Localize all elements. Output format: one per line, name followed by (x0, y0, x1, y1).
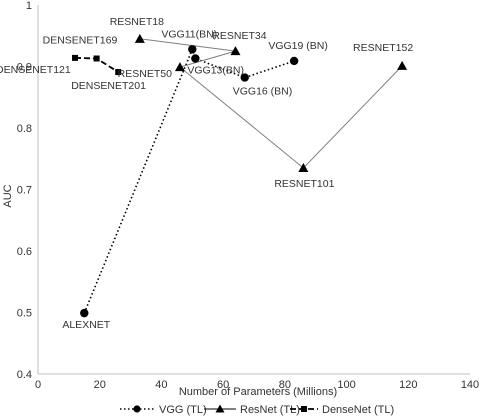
resnet101-label: RESNET101 (274, 178, 334, 190)
y-tick-labels: 0.4 0.5 0.6 0.7 0.8 0.9 1 (17, 0, 32, 381)
alexnet-marker (80, 308, 89, 318)
x-tick-label: 140 (461, 379, 479, 391)
resnet18-label: RESNET18 (110, 16, 164, 28)
y-tick-label: 0.6 (17, 246, 32, 258)
resnet152-label: RESNET152 (353, 42, 413, 54)
legend-densenet-label: DenseNet (TL) (322, 404, 394, 416)
densenet121-marker (72, 54, 79, 61)
y-tick-label: 0.8 (17, 123, 32, 135)
resnet101-marker (298, 162, 309, 172)
resnet50-marker (174, 62, 185, 72)
densenet201-marker (115, 69, 122, 76)
series-markers (72, 33, 408, 318)
vgg-tl-line (83, 47, 295, 314)
resnet-tl-line (139, 38, 403, 169)
x-tick-label: 40 (155, 379, 167, 391)
densenet169-marker (93, 55, 100, 62)
legend-resnet-triangle-icon (215, 404, 225, 413)
legend-vgg-label: VGG (TL) (159, 404, 207, 416)
y-tick-label: 1 (26, 0, 32, 12)
x-tick-label: 120 (399, 379, 417, 391)
y-tick-label: 0.4 (17, 369, 32, 381)
legend-resnet-label: ResNet (TL) (240, 404, 300, 416)
resnet50-label: RESNET50 (118, 68, 172, 80)
resnet34-label: RESNET34 (212, 30, 266, 42)
resnet18-marker (134, 33, 145, 43)
y-tick-label: 0.5 (17, 308, 32, 320)
vgg11-bn-label: VGG11(BN) (161, 28, 217, 40)
y-tick-label: 0.7 (17, 185, 32, 197)
vgg16-bn-marker (240, 73, 249, 82)
x-tick-labels: 0 20 40 60 80 100 120 140 (35, 379, 479, 391)
legend-vgg-circle-icon (133, 405, 141, 413)
resnet152-marker (397, 60, 408, 70)
axes (37, 5, 470, 375)
y-tick-label: 0.9 (17, 62, 32, 74)
densenet121-label: DENSENET121 (0, 64, 71, 76)
vgg13-bn-label: VGG13(BN) (187, 65, 244, 77)
legend-item-resnet: ResNet (TL) (204, 404, 300, 416)
vgg19-bn-marker (289, 56, 299, 66)
vgg19-bn-label: VGG19 (BN) (268, 40, 328, 52)
x-tick-label: 0 (35, 379, 41, 391)
legend-item-densenet: DenseNet (TL) (290, 404, 394, 416)
legend-item-vgg: VGG (TL) (120, 404, 207, 416)
x-tick-label: 100 (337, 379, 355, 391)
vgg13-bn-marker (191, 54, 200, 63)
point-labels: ALEXNET VGG11(BN) VGG13(BN) VGG16 (BN) VGG19… (0, 16, 413, 331)
y-axis-title: AUC (2, 184, 14, 207)
legend-densenet-square-icon (301, 406, 307, 412)
vgg16-bn-label: VGG16 (BN) (233, 86, 293, 98)
resnet34-marker (230, 46, 241, 56)
x-tick-label: 20 (94, 379, 106, 391)
alexnet-label: ALEXNET (62, 319, 110, 331)
densenet169-label: DENSENET169 (43, 35, 118, 47)
x-tick-label: 60 (217, 379, 229, 391)
legend: VGG (TL) ResNet (TL) DenseNet (TL) (120, 404, 394, 416)
densenet201-label: DENSENET201 (71, 80, 146, 92)
x-axis-title: Number of Parameters (Millions) (179, 386, 337, 398)
vgg11-bn-marker (188, 45, 197, 54)
x-tick-label: 80 (279, 379, 291, 391)
